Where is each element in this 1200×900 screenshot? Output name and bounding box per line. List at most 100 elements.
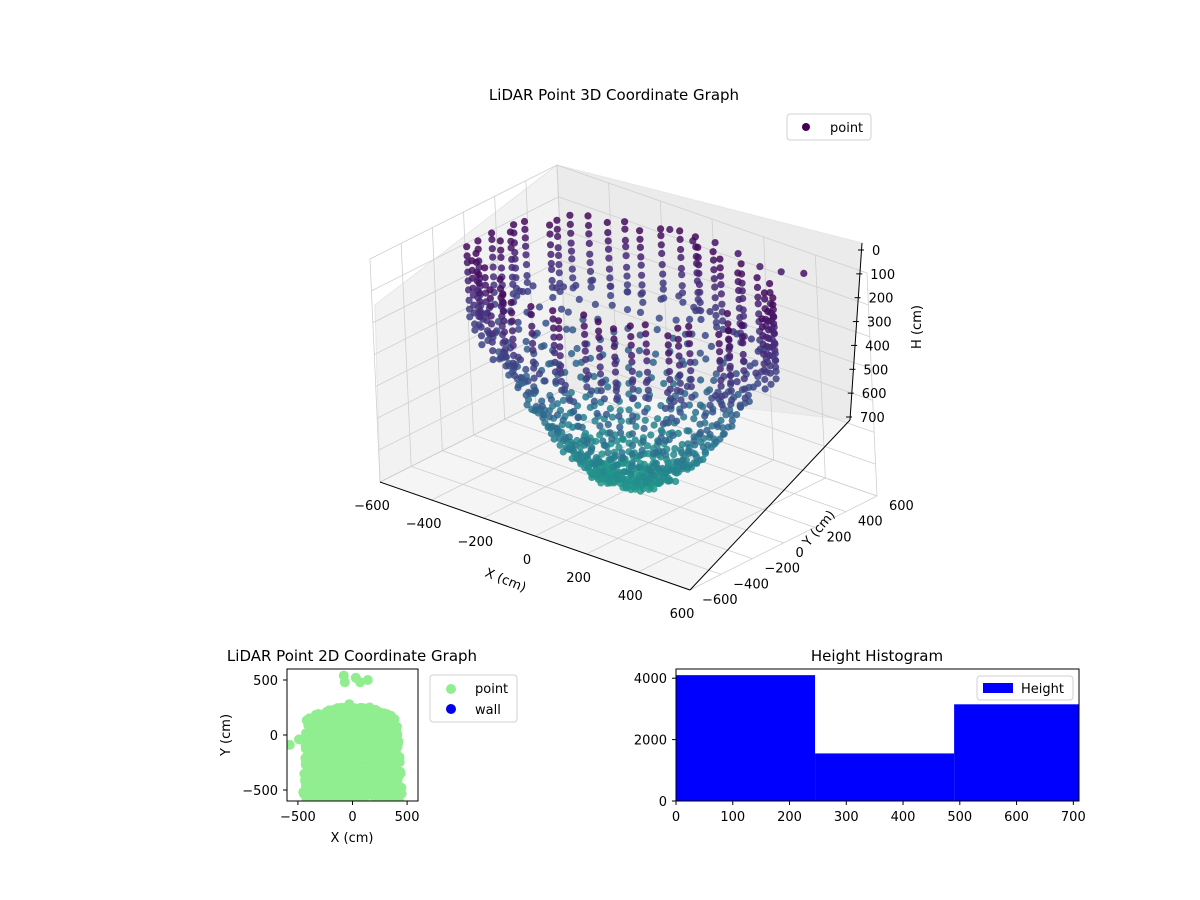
point-3d [740,375,748,383]
point-3d [538,397,546,405]
point-3d [583,383,591,391]
point-3d [679,462,687,470]
point-3d [736,313,744,322]
ticks-3d: −600−400−2000200400600−600−400−200020040… [354,242,914,622]
point-3d [664,332,672,340]
x-tick-label-3d: 0 [523,553,531,568]
point-3d [764,317,772,325]
point-3d [666,385,674,393]
point-3d [723,310,732,318]
point-3d [555,317,563,325]
point-3d [591,460,599,468]
point-3d [522,261,531,269]
point-3d [687,367,695,375]
point-3d [569,326,577,334]
point-3d [603,479,612,487]
point-3d [769,301,777,309]
y-tick-label-2d: 0 [270,729,278,744]
y-axis-line-3d [689,419,851,591]
point-3d [627,333,635,341]
point-3d [695,280,704,289]
point-3d [575,295,583,303]
point-3d [497,246,505,254]
point-3d [509,335,517,343]
point-3d [557,377,566,385]
point-3d [507,244,515,252]
point-3d [734,250,742,258]
point-3d [638,281,646,289]
legend-2d-wall-marker [446,704,456,714]
point-3d [766,369,775,377]
point-3d [496,237,504,245]
point-3d [725,336,733,344]
point-3d [673,458,681,466]
point-3d [636,308,645,316]
point-3d [606,404,615,413]
point-3d [568,255,576,263]
point-3d [613,461,621,469]
point-3d [607,282,615,290]
point-3d [557,305,566,313]
point-3d [718,300,726,308]
ticks-2d: −500−500 0 0 500 500 [242,674,419,825]
point-3d [758,315,766,323]
point-3d [685,322,693,330]
point-3d [600,395,609,403]
point-3d [572,281,580,289]
point-3d [690,415,698,423]
point-3d [463,243,471,251]
point-3d [606,429,614,437]
point-3d [481,274,489,282]
point-3d [660,379,668,388]
point-2d [380,742,391,753]
point-3d [716,255,724,263]
point-3d [719,424,727,432]
point-3d [691,233,700,241]
point-3d [665,367,674,376]
point-3d [620,468,628,476]
z-tick-label-3d: 700 [860,411,885,426]
point-3d [636,487,645,495]
point-3d [564,308,572,316]
point-3d [712,370,720,378]
point-3d [500,307,508,315]
chart-3d-title: LiDAR Point 3D Coordinate Graph [489,86,739,104]
z-tick-label-3d: 500 [863,363,888,378]
point-3d [684,440,692,448]
z-tick-label-3d: 300 [867,316,892,331]
y-tick-label-3d: 400 [858,515,883,530]
point-3d [553,425,561,433]
point-3d [608,301,616,309]
point-3d [654,415,662,423]
point-3d [559,396,567,405]
point-2d [391,749,402,759]
point-2d [373,731,384,742]
point-2d [360,782,371,793]
point-3d [551,368,560,376]
point-3d [629,412,637,420]
point-3d [499,299,507,307]
chart-histogram: Height Histogram 0 100 200 300 400 500 600 7000… [634,647,1086,825]
point-3d [677,245,685,254]
point-3d [541,377,549,385]
point-3d [712,303,720,312]
point-3d [672,316,680,324]
point-3d [619,435,627,444]
point-3d [608,413,617,421]
point-3d [611,353,619,361]
point-3d [582,452,591,460]
point-3d [501,345,509,353]
legend-2d: point wall [429,674,518,723]
point-3d [718,392,726,401]
point-3d [628,459,636,467]
point-2d [314,726,325,737]
point-3d [555,324,563,333]
point-3d [628,367,636,375]
point-3d [634,387,643,395]
point-3d [616,423,624,431]
point-cloud-3d [463,211,808,495]
point-2d [325,774,336,785]
point-3d [637,290,645,298]
point-3d [582,367,590,375]
point-3d [587,447,595,455]
